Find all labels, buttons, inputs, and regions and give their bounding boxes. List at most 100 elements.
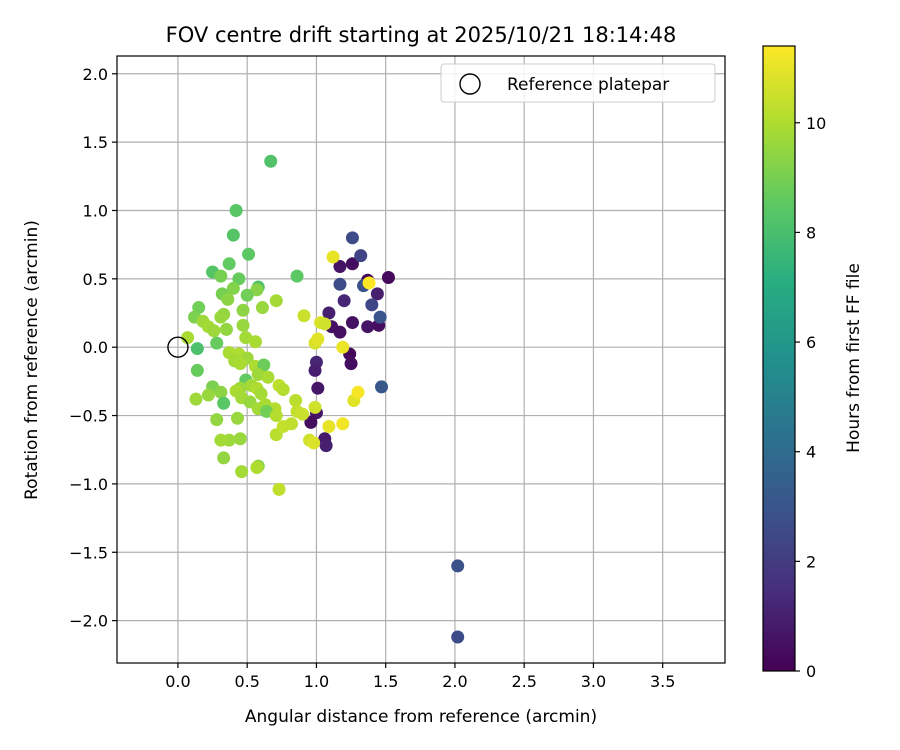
legend-marker: [459, 73, 481, 95]
colorbar: 0 2 4 6 8 10 Hours from first FF file: [762, 45, 864, 681]
data-point: [230, 411, 244, 425]
data-point: [351, 385, 365, 399]
data-point: [370, 287, 384, 301]
colorbar-ticks: 0 2 4 6 8 10: [795, 114, 826, 681]
data-point: [214, 433, 228, 447]
data-point: [233, 357, 247, 371]
data-point: [333, 260, 347, 274]
y-tick-label: −0.5: [69, 407, 108, 426]
data-point: [190, 342, 204, 356]
data-point: [236, 303, 250, 317]
data-point: [260, 404, 274, 418]
data-point: [219, 322, 233, 336]
legend-box: [440, 63, 716, 103]
data-point: [322, 419, 336, 433]
data-point: [214, 269, 228, 283]
data-point: [289, 394, 303, 408]
colorbar-tick-label: 6: [806, 333, 816, 352]
data-point: [337, 294, 351, 308]
data-point: [236, 318, 250, 332]
data-point: [257, 358, 271, 372]
data-point: [242, 247, 256, 261]
data-point: [290, 269, 304, 283]
x-tick-label: 0.5: [234, 672, 259, 691]
data-point: [214, 385, 228, 399]
data-point: [354, 249, 368, 263]
data-point: [307, 436, 321, 450]
data-point: [269, 294, 283, 308]
data-point: [375, 380, 389, 394]
data-point: [254, 387, 268, 401]
data-point: [269, 409, 283, 423]
y-tick-label: 1.5: [83, 133, 108, 152]
colorbar-gradient: [762, 45, 796, 672]
data-point: [333, 325, 347, 339]
data-point: [344, 357, 358, 371]
legend: Reference platepar: [440, 63, 716, 103]
colorbar-tick-label: 2: [806, 552, 816, 571]
data-point: [233, 432, 247, 446]
x-tick-label: 0.0: [165, 672, 190, 691]
scatter-points: [167, 154, 465, 644]
data-point: [181, 331, 195, 345]
data-point: [207, 324, 221, 338]
data-point: [311, 381, 325, 395]
data-point: [276, 383, 290, 397]
data-point: [345, 257, 359, 271]
x-tick-label: 2.0: [442, 672, 467, 691]
data-point: [264, 154, 278, 168]
data-point: [365, 298, 379, 312]
data-point: [322, 306, 336, 320]
data-point: [250, 283, 264, 297]
data-point: [381, 270, 395, 284]
data-point: [248, 335, 262, 349]
y-tick-label: −1.5: [69, 543, 108, 562]
data-point: [345, 231, 359, 245]
data-point: [319, 439, 333, 453]
data-point: [214, 310, 228, 324]
y-tick-label: 1.0: [83, 201, 108, 220]
data-point: [239, 331, 253, 345]
data-point: [336, 340, 350, 354]
data-point: [221, 292, 235, 306]
x-tick-label: 3.0: [581, 672, 606, 691]
reference-platepar-marker: [167, 336, 189, 358]
data-point: [226, 281, 240, 295]
data-point: [261, 370, 275, 384]
x-axis-ticks: 0.0 0.5 1.0 1.5 2.0 2.5 3.0 3.5: [165, 663, 675, 691]
y-axis-label: Rotation from reference (arcmin): [22, 220, 42, 500]
data-point: [297, 309, 311, 323]
y-tick-label: 0.0: [83, 338, 108, 357]
axes-frame: [116, 55, 726, 664]
colorbar-tick-label: 10: [806, 114, 826, 133]
y-tick-label: 0.5: [83, 270, 108, 289]
data-point: [272, 482, 286, 496]
y-axis-ticks: 2.0 1.5 1.0 0.5 0.0 −0.5 −1.0 −1.5 −2.0: [69, 65, 117, 631]
data-point: [217, 396, 231, 410]
x-tick-label: 1.5: [373, 672, 398, 691]
data-point: [217, 451, 231, 465]
chart-title: FOV centre drift starting at 2025/10/21 …: [166, 23, 677, 47]
data-point: [210, 413, 224, 427]
data-point: [326, 250, 340, 264]
x-tick-label: 1.0: [304, 672, 329, 691]
data-point: [373, 310, 387, 324]
data-point: [336, 417, 350, 431]
data-point: [190, 363, 204, 377]
data-point: [296, 407, 310, 421]
data-point: [311, 332, 325, 346]
x-axis-label: Angular distance from reference (arcmin): [245, 707, 597, 727]
colorbar-tick-label: 0: [806, 662, 816, 681]
colorbar-tick-label: 8: [806, 223, 816, 242]
data-point: [201, 388, 215, 402]
data-point: [345, 316, 359, 330]
grid-lines: [117, 56, 725, 663]
data-point: [304, 415, 318, 429]
x-tick-label: 2.5: [511, 672, 536, 691]
data-point: [189, 392, 203, 406]
data-point: [285, 417, 299, 431]
data-point: [255, 301, 269, 315]
colorbar-label: Hours from first FF file: [844, 263, 864, 453]
data-point: [362, 276, 376, 290]
colorbar-tick-label: 4: [806, 443, 816, 462]
